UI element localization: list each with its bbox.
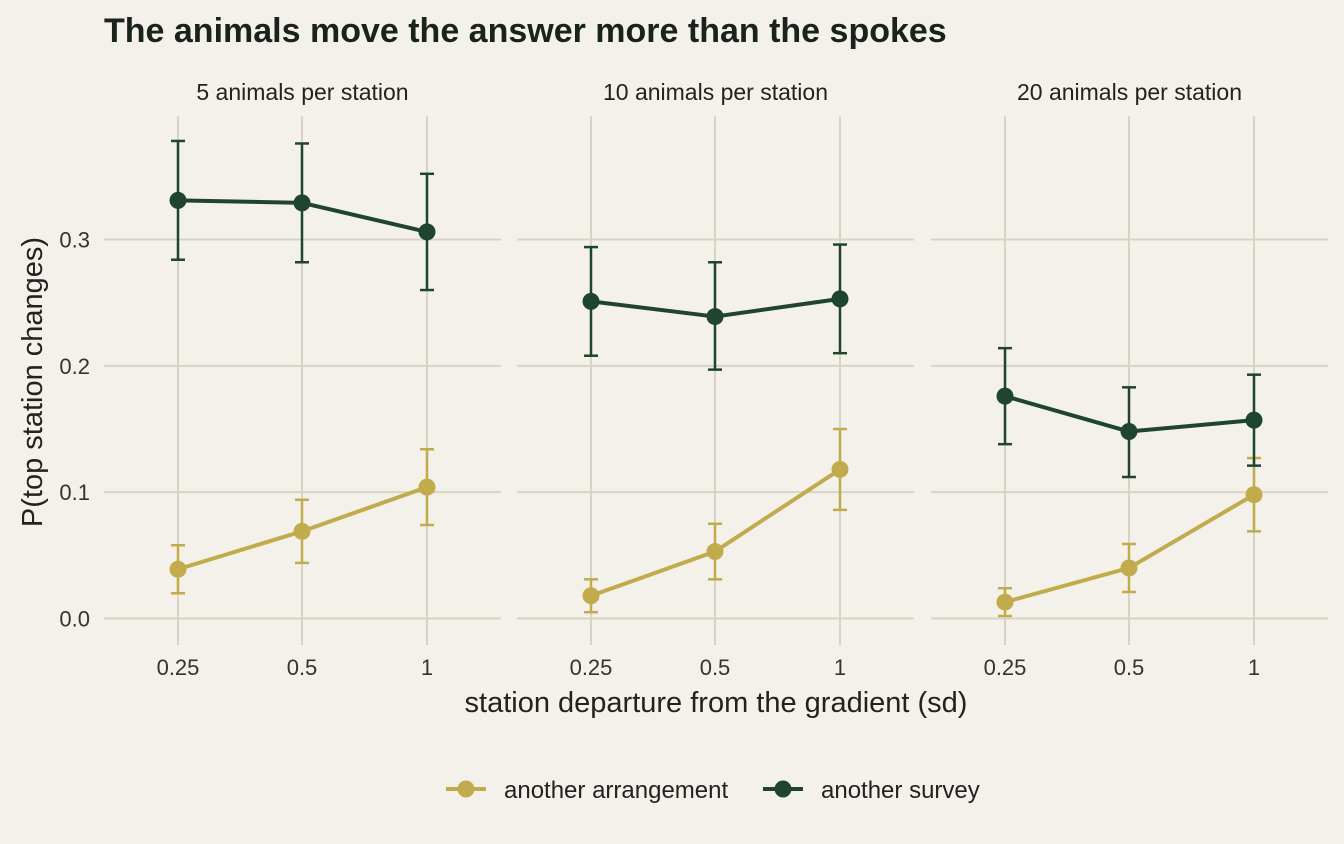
chart-title: The animals move the answer more than th… (104, 12, 947, 50)
x-tick-label: 0.25 (984, 655, 1027, 680)
data-point (418, 478, 436, 496)
data-point (706, 308, 724, 326)
y-tick-label: 0.3 (59, 228, 90, 253)
data-point (1245, 486, 1263, 504)
x-tick-label: 0.5 (1114, 655, 1145, 680)
x-tick-label: 1 (421, 655, 433, 680)
data-point (831, 460, 849, 478)
series-another-survey (582, 243, 849, 371)
data-point (1245, 411, 1263, 429)
y-axis-label: P(top station changes) (17, 237, 49, 527)
series-another-arrangement (169, 447, 436, 595)
y-axis-ticks: 0.0 0.1 0.2 0.3 (59, 228, 90, 632)
x-axis-label: station departure from the gradient (sd) (465, 687, 968, 719)
x-tick-label: 1 (834, 655, 846, 680)
data-point (996, 593, 1014, 611)
panel-label: 20 animals per station (1017, 79, 1242, 105)
panel-label: 5 animals per station (196, 79, 408, 105)
legend-key-point (457, 780, 475, 798)
data-point (996, 387, 1014, 405)
legend-item-another-survey: another survey (763, 777, 980, 804)
panel-1: 5 animals per station 0.25 0.5 1 (104, 79, 501, 680)
y-tick-label: 0.1 (59, 480, 90, 505)
data-point (706, 543, 724, 561)
y-tick-label: 0.2 (59, 354, 90, 379)
legend-item-another-arrangement: another arrangement (446, 777, 728, 804)
data-point (418, 223, 436, 241)
x-tick-label: 0.5 (700, 655, 731, 680)
data-point (169, 191, 187, 209)
data-point (1120, 559, 1138, 577)
legend-label: another survey (821, 777, 980, 804)
data-point (831, 290, 849, 308)
panel-3: 20 animals per station 0.25 0.5 1 (931, 79, 1328, 680)
panel-label: 10 animals per station (603, 79, 828, 105)
data-point (293, 522, 311, 540)
data-point (582, 292, 600, 310)
x-tick-label: 0.25 (157, 655, 200, 680)
series-another-survey (169, 139, 436, 292)
legend: another arrangement another survey (446, 777, 980, 804)
series-another-survey (996, 346, 1263, 479)
x-tick-label: 1 (1248, 655, 1260, 680)
legend-key-point (774, 780, 792, 798)
panel-2: 10 animals per station 0.25 0.5 1 (517, 79, 914, 680)
series-another-arrangement (582, 427, 849, 614)
legend-label: another arrangement (504, 777, 728, 804)
y-tick-label: 0.0 (59, 607, 90, 632)
x-tick-label: 0.5 (287, 655, 318, 680)
x-tick-label: 0.25 (570, 655, 613, 680)
data-point (1120, 423, 1138, 441)
data-point (582, 587, 600, 605)
data-point (293, 194, 311, 212)
data-point (169, 560, 187, 578)
